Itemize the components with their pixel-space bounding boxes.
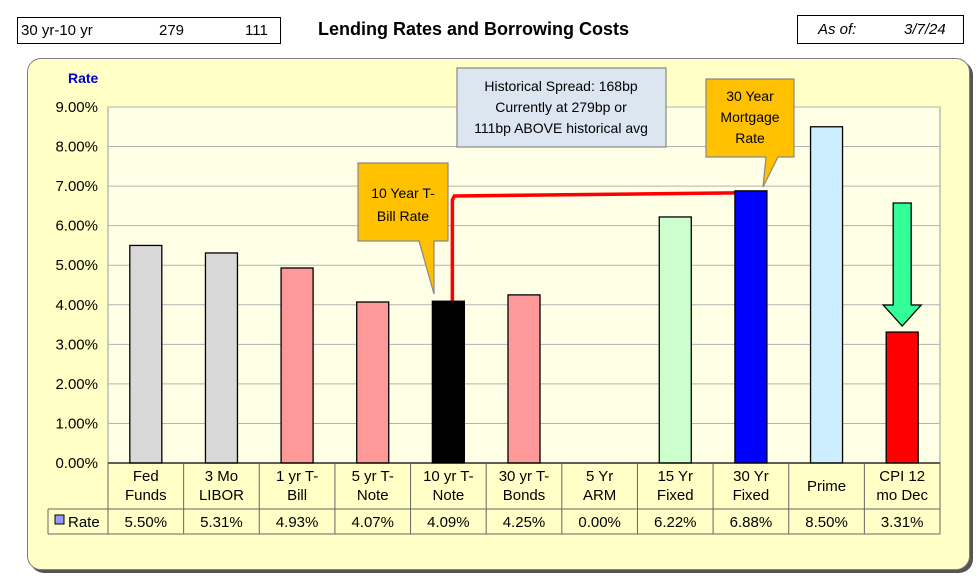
- data-label: 6.88%: [730, 514, 773, 531]
- down-arrow-icon: [881, 202, 923, 327]
- data-label: 5.31%: [200, 514, 243, 531]
- bar: [356, 301, 390, 464]
- y-tick-label: 7.00%: [55, 178, 98, 195]
- bar: [431, 300, 466, 464]
- bar: [204, 252, 239, 464]
- x-tick-label: Fed Funds: [125, 468, 167, 504]
- data-label: 8.50%: [805, 514, 848, 531]
- y-tick-label: 4.00%: [55, 297, 98, 314]
- y-axis-label: Rate: [68, 70, 99, 86]
- data-label: 4.09%: [427, 514, 470, 531]
- x-tick-label: 5 yr T-Note: [352, 468, 394, 504]
- data-label: 4.25%: [503, 514, 546, 531]
- bar: [280, 267, 314, 464]
- y-tick-label: 0.00%: [55, 455, 98, 472]
- x-tick-label: Prime: [807, 478, 846, 495]
- x-tick-label: CPI 12 mo Dec: [876, 468, 928, 504]
- spread-box: 30 yr-10 yr 279 111: [17, 17, 281, 44]
- y-tick-label: 8.00%: [55, 139, 98, 156]
- data-label: 4.07%: [351, 514, 394, 531]
- asof-date: 3/7/24: [904, 21, 946, 38]
- ten-year-callout-text: 10 Year T-Bill Rate: [371, 185, 435, 224]
- spread-annotation-box: [456, 67, 667, 148]
- y-tick-label: 5.00%: [55, 257, 98, 274]
- bar: [809, 126, 844, 464]
- bar: [658, 216, 692, 464]
- x-tick-label: 1 yr T-Bill: [276, 468, 318, 504]
- data-label: 0.00%: [578, 514, 621, 531]
- x-tick-label: 15 Yr Fixed: [657, 468, 694, 504]
- thirty-year-callout: [705, 78, 795, 188]
- data-label: 4.93%: [276, 514, 319, 531]
- y-tick-label: 2.00%: [55, 376, 98, 393]
- x-tick-label: 30 yr T-Bonds: [499, 468, 550, 504]
- x-tick-label: 30 Yr Fixed: [733, 468, 770, 504]
- y-tick-label: 1.00%: [55, 415, 98, 432]
- ten-year-callout: [357, 162, 449, 295]
- legend-label: Rate: [68, 514, 100, 531]
- legend-swatch: [54, 514, 65, 525]
- bar: [885, 331, 919, 464]
- y-tick-label: 6.00%: [55, 218, 98, 235]
- page-title: Lending Rates and Borrowing Costs: [318, 19, 630, 39]
- thirty-year-callout-text: 30 Year Mortgage Rate: [720, 88, 779, 146]
- asof-label: As of:: [818, 21, 857, 38]
- bar: [734, 190, 768, 464]
- x-tick-label: 3 Mo LIBOR: [199, 468, 244, 504]
- bar: [129, 244, 163, 464]
- y-tick-label: 3.00%: [55, 336, 98, 353]
- y-tick-label: 9.00%: [55, 99, 98, 116]
- data-label: 3.31%: [881, 514, 924, 531]
- bar: [507, 294, 541, 464]
- spread-above-value: 111: [245, 22, 268, 39]
- spread-connector-line: [450, 191, 735, 302]
- asof-box: As of: 3/7/24: [797, 15, 964, 44]
- spread-current-value: 279: [159, 22, 185, 39]
- x-tick-label: 10 yr T-Note: [423, 468, 474, 504]
- data-label: 5.50%: [125, 514, 168, 531]
- data-label: 6.22%: [654, 514, 697, 531]
- spread-annotation-text: Historical Spread: 168bp Currently at 279…: [474, 78, 648, 136]
- x-tick-label: 5 Yr ARM: [583, 468, 616, 504]
- spread-label: 30 yr-10 yr: [21, 22, 93, 39]
